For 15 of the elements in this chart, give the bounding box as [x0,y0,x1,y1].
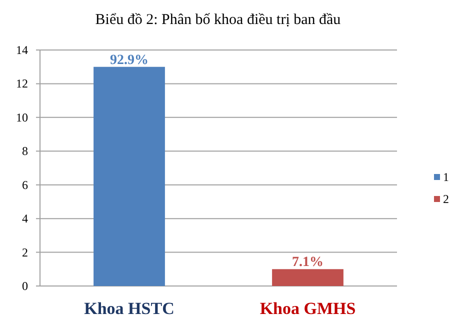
legend-label: 1 [443,170,449,184]
y-tick-label: 0 [22,279,28,293]
y-tick-label: 14 [16,43,28,57]
x-tick-label: Khoa GMHS [260,299,356,318]
legend-label: 2 [443,192,449,206]
chart-title: Biểu đồ 2: Phân bố khoa điều trị ban đầu [95,12,342,28]
x-tick-label: Khoa HSTC [84,299,174,318]
y-tick-label: 8 [22,144,28,158]
annotation: 7.1% [292,255,324,270]
y-tick-label: 4 [22,212,28,226]
y-tick-label: 6 [22,178,28,192]
y-tick-label: 10 [16,110,28,124]
y-tick-label: 12 [16,76,28,91]
y-tick-label: 2 [22,245,28,260]
annotation: 92.9% [110,52,148,68]
